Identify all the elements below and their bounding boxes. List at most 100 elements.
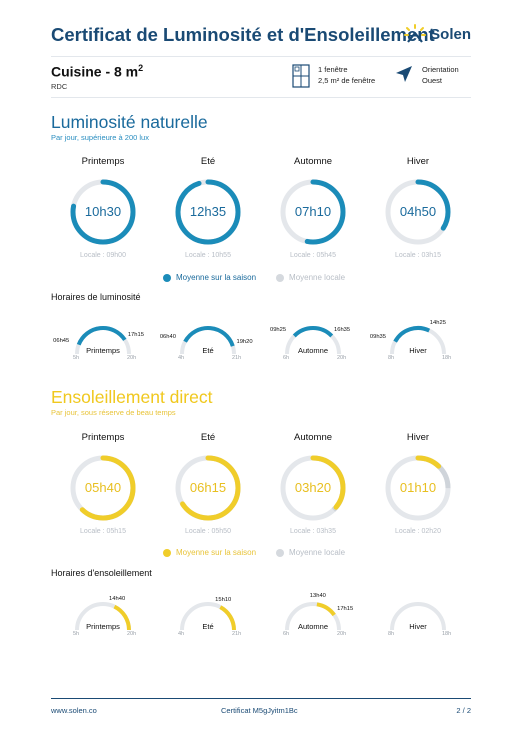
room-info: Cuisine - 8 m2 RDC (51, 63, 143, 91)
legend-season-dot (163, 273, 171, 282)
ring-season-arc (70, 455, 136, 521)
gauge-season-name: Printemps (86, 346, 120, 355)
sun-logo-icon (404, 24, 427, 43)
season-ring-ete: 06h15 (173, 453, 243, 523)
gauge-season-name: Hiver (409, 622, 427, 631)
hours-gauge-automne: 6h 20h Automne 13h40 17h15 (268, 593, 358, 644)
orientation-info: Orientation Ouest (394, 64, 459, 86)
ring-chart (385, 455, 451, 521)
ring-season-arc (70, 179, 136, 245)
ring-chart (70, 455, 136, 521)
gauge-arc (390, 326, 446, 355)
sunshine-subtitle: Par jour, sous réserve de beau temps (51, 408, 176, 417)
local-average: Locale : 03h35 (290, 528, 336, 535)
ring-season-arc (385, 179, 451, 245)
gauge-end-label: 17h15 (337, 606, 354, 613)
local-average: Locale : 05h50 (185, 528, 231, 535)
season-label-automne: Automne (293, 156, 333, 167)
luminosity-subtitle: Par jour, supérieure à 200 lux (51, 133, 149, 142)
legend-local-dot (276, 273, 285, 282)
gauge-start-label: 09h35 (369, 333, 386, 340)
season-ring-printemps: 05h40 (68, 453, 138, 523)
footer-certificate-id: Certificat M5gJyitm1Bc (221, 706, 298, 715)
legend-local-label: Moyenne locale (289, 273, 346, 282)
season-label-hiver: Hiver (406, 432, 430, 443)
season-ring-automne: 03h20 (278, 453, 348, 523)
legend-season: Moyenne sur la saison (163, 273, 256, 282)
ring-chart (175, 455, 241, 521)
gauge-min-label: 4h (178, 631, 185, 637)
local-average: Locale : 10h55 (185, 252, 231, 259)
local-average: Locale : 05h15 (80, 528, 126, 535)
gauge-season-name: Eté (202, 346, 214, 355)
orientation-value: Ouest (422, 76, 443, 85)
brand-name: Solen (430, 25, 471, 43)
ring-value: 04h50 (399, 204, 437, 219)
ring-value: 10h30 (84, 204, 122, 219)
gauge-max-label: 20h (127, 631, 137, 637)
window-icon (292, 64, 310, 88)
ring-value: 12h35 (189, 204, 227, 219)
gauge-start-label: 15h10 (215, 596, 232, 603)
hours-gauge-automne: 6h 20h Automne 09h25 16h35 (268, 318, 358, 368)
season-label-ete: Eté (200, 156, 216, 167)
gauge-max-label: 18h (442, 355, 452, 361)
gauge-season-name: Printemps (86, 622, 120, 631)
hours-gauge-hiver: 8h 18h Hiver (373, 594, 463, 644)
ring-chart (70, 179, 136, 245)
gauge-start-label: 14h40 (109, 596, 126, 603)
legend-season: Moyenne sur la saison (163, 548, 256, 557)
legend-season-label: Moyenne sur la saison (176, 548, 257, 557)
gauge-min-label: 5h (73, 355, 80, 361)
gauge-start-label: 09h25 (269, 326, 287, 333)
ring-value: 07h10 (294, 204, 332, 219)
gauge-track (285, 602, 341, 631)
hours-gauge-ete: 4h 21h Eté 06h40 19h20 (160, 318, 253, 368)
gauge-min-label: 8h (388, 355, 395, 361)
ring-value: 06h15 (189, 480, 227, 495)
season-label-printemps: Printemps (81, 156, 125, 167)
gauge-fill (113, 604, 131, 631)
ring-season-arc (280, 179, 346, 245)
gauge-fill (183, 326, 235, 347)
orientation-label: Orientation (422, 65, 459, 74)
room-name: Cuisine - 8 m2 (51, 63, 144, 80)
ring-chart (280, 179, 346, 245)
gauge-fill (219, 605, 236, 631)
gauge-max-label: 18h (442, 631, 452, 637)
luminosity-hours-title: Horaires de luminosité (51, 292, 141, 302)
gauge-arc (75, 602, 131, 631)
season-ring-hiver: 04h50 (383, 177, 453, 247)
local-average: Locale : 02h20 (395, 528, 441, 535)
header: Certificat de Luminosité et d'Ensoleille… (51, 22, 471, 50)
gauge-end-label: 16h35 (334, 326, 351, 333)
ring-value: 05h40 (84, 480, 122, 495)
footer-website[interactable]: www.solen.co (51, 706, 97, 715)
luminosity-legend: Moyenne sur la saison Moyenne locale (163, 273, 365, 282)
gauge-arc (285, 602, 341, 631)
gauge-fill (76, 326, 127, 346)
season-ring-ete: 12h35 (173, 177, 243, 247)
gauge-start-label: 13h40 (309, 593, 326, 600)
local-average: Locale : 09h00 (80, 252, 126, 259)
gauge-arc (285, 326, 341, 355)
room-level: RDC (51, 81, 68, 91)
gauge-end-label: 17h15 (127, 331, 144, 338)
gauge-max-label: 21h (232, 631, 242, 637)
gauge-season-name: Automne (297, 622, 329, 631)
season-label-ete: Eté (200, 432, 216, 443)
ring-season-arc (175, 179, 241, 245)
hours-gauge-printemps: 5h 20h Printemps 14h40 (58, 594, 148, 644)
footer-divider (51, 698, 471, 699)
header-divider (51, 56, 471, 57)
ring-value: 01h10 (399, 480, 437, 495)
luminosity-title: Luminosité naturelle (51, 112, 208, 132)
sunshine-legend: Moyenne sur la saison Moyenne locale (163, 548, 365, 557)
gauge-max-label: 20h (127, 355, 137, 361)
sunshine-title: Ensoleillement direct (51, 387, 213, 407)
document-title: Certificat de Luminosité et d'Ensoleille… (51, 24, 435, 45)
ring-season-arc (280, 455, 346, 521)
legend-local-dot (276, 548, 285, 557)
footer-page-number: 2 / 2 (456, 706, 471, 715)
gauge-arc (390, 602, 446, 631)
